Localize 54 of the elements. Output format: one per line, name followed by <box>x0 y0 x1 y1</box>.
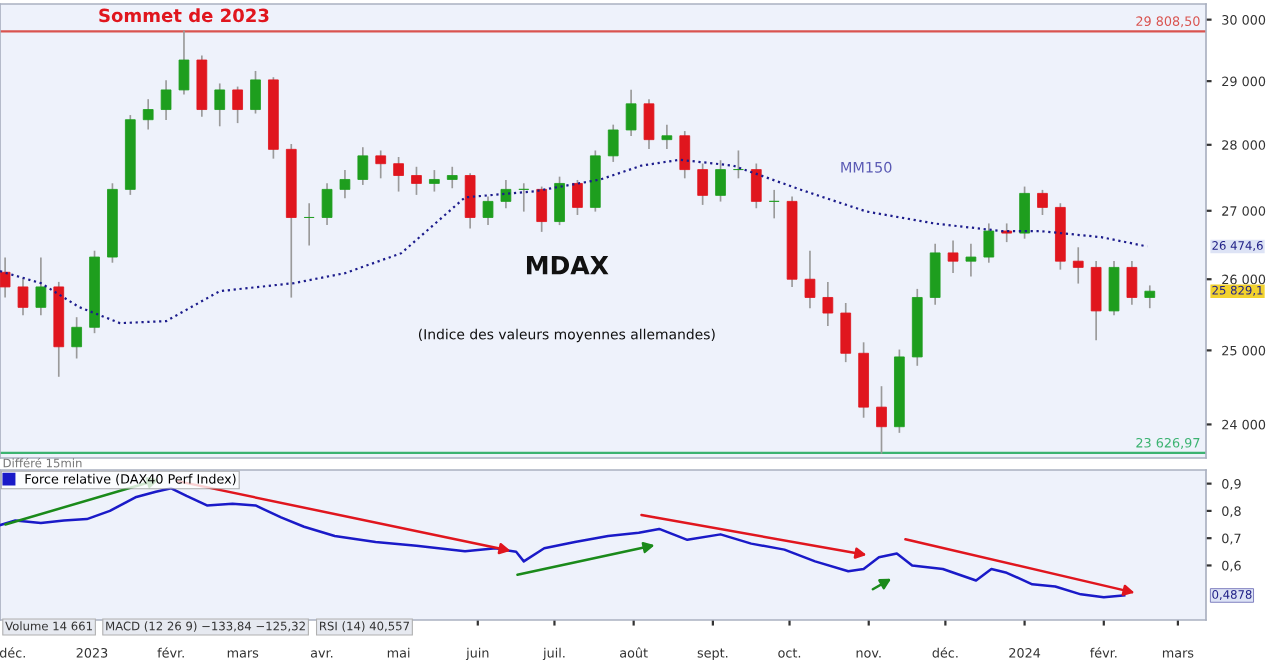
candlestick <box>321 183 333 226</box>
candlestick <box>679 131 691 179</box>
candlestick <box>1108 261 1120 316</box>
candlestick <box>804 250 816 309</box>
candlestick <box>142 99 154 130</box>
candlestick <box>1019 186 1030 239</box>
candlestick <box>71 317 82 359</box>
candlestick <box>339 170 351 199</box>
candlestick <box>554 176 565 226</box>
candlestick <box>446 166 458 189</box>
candlestick <box>17 278 29 316</box>
candlestick <box>768 189 780 219</box>
candlestick <box>0 257 11 298</box>
candlestick <box>1072 247 1084 284</box>
candlestick <box>1090 261 1102 341</box>
candlestick <box>214 83 226 127</box>
candlestick <box>1001 223 1013 243</box>
candlestick <box>357 147 369 185</box>
candlestick <box>733 150 744 179</box>
candlestick <box>697 163 708 205</box>
candlestick <box>518 183 530 212</box>
candlestick <box>232 86 243 124</box>
candlestick <box>1037 189 1048 215</box>
candlestick <box>607 124 619 162</box>
candlestick <box>643 99 655 149</box>
candlestick <box>661 124 673 149</box>
candlestick <box>1126 261 1138 305</box>
candlestick <box>250 70 261 114</box>
candlestick <box>303 203 315 246</box>
candlestick <box>464 173 476 229</box>
candlestick <box>178 30 190 95</box>
candlestick <box>572 179 583 215</box>
candlestick <box>965 243 977 277</box>
candlestick <box>375 150 387 179</box>
candlestick <box>1144 285 1156 309</box>
candlestick <box>482 196 494 226</box>
candlestick <box>822 281 834 326</box>
candlestick <box>500 179 512 209</box>
candlestick <box>876 386 887 454</box>
candlestick <box>715 160 726 202</box>
candlestick <box>411 166 422 195</box>
candlestick <box>840 302 852 363</box>
candlestick <box>625 89 637 136</box>
candlestick <box>429 170 440 192</box>
text: MDAX <box>526 255 609 275</box>
candlestick <box>750 163 762 209</box>
candlestick <box>983 223 995 263</box>
candlestick <box>35 257 47 316</box>
candlestick <box>536 186 548 232</box>
annotation: Sommet de 2023 <box>99 8 269 23</box>
candlestick <box>393 156 404 192</box>
candlestick <box>947 240 959 274</box>
candlestick <box>160 80 172 120</box>
candlestick <box>929 243 941 305</box>
